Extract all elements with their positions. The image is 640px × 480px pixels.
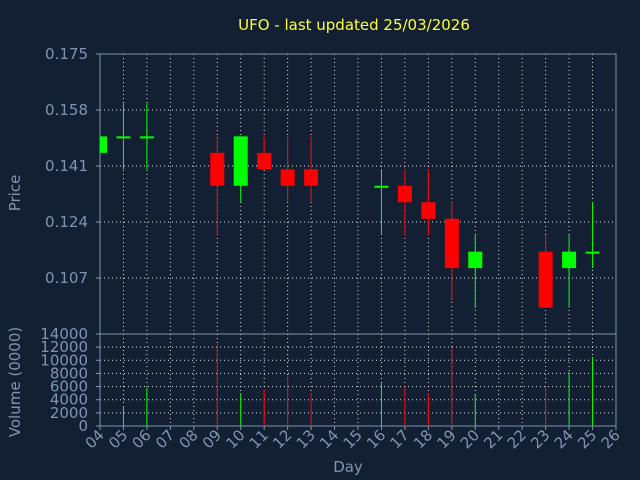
- x-tick-label: 26: [598, 426, 624, 452]
- candle-body: [562, 251, 577, 269]
- candle-body: [538, 251, 553, 308]
- x-tick-label: 18: [410, 426, 436, 452]
- candle-body: [233, 136, 248, 186]
- x-tick-labels: 0405060708091011121314151617181920212223…: [82, 426, 624, 452]
- x-tick-label: 20: [457, 426, 483, 452]
- x-tick-label: 21: [480, 426, 506, 452]
- x-axis-label: Day: [333, 458, 363, 476]
- x-tick-label: 25: [574, 426, 600, 452]
- x-tick-label: 05: [105, 426, 131, 452]
- x-tick-label: 24: [551, 426, 577, 452]
- candle-body: [421, 202, 436, 219]
- volume-tick-label: 12000: [40, 338, 88, 356]
- price-tick-labels: 0.175 0.158 0.141 0.124 0.107: [45, 45, 88, 287]
- volume-panel-frame: [96, 333, 617, 430]
- volume-tick-label: 4000: [50, 391, 88, 409]
- volume-tick-label: 14000: [40, 325, 88, 343]
- candle-body: [116, 136, 131, 139]
- volume-bars: [122, 343, 594, 426]
- price-tick-label: 0.158: [45, 101, 88, 119]
- candle-body: [100, 136, 107, 153]
- volume-tick-label: 6000: [50, 378, 88, 396]
- x-tick-label: 15: [340, 426, 366, 452]
- x-tick-label: 13: [293, 426, 319, 452]
- volume-tick-label: 10000: [40, 351, 88, 369]
- x-tick-label: 19: [433, 426, 459, 452]
- price-tick-label: 0.124: [45, 213, 88, 231]
- price-grid: [99, 53, 617, 334]
- volume-tick-label: 2000: [50, 404, 88, 422]
- x-tick-label: 10: [222, 426, 248, 452]
- x-tick-label: 17: [387, 426, 413, 452]
- x-tick-label: 07: [152, 426, 178, 452]
- volume-grid: [99, 333, 617, 427]
- candle-body: [397, 185, 412, 203]
- candle-body: [139, 136, 154, 139]
- price-axis-label: Price: [6, 175, 24, 212]
- x-tick-label: 22: [504, 426, 530, 452]
- candle-body: [257, 152, 272, 170]
- x-tick-label: 12: [269, 426, 295, 452]
- price-tick-label: 0.175: [45, 45, 88, 63]
- x-tick-label: 23: [527, 426, 553, 452]
- chart-title: UFO - last updated 25/03/2026: [238, 16, 470, 34]
- x-tick-label: 11: [246, 426, 272, 452]
- x-tick-label: 06: [129, 426, 155, 452]
- price-panel-frame: [96, 53, 617, 335]
- x-tick-label: 14: [316, 426, 342, 452]
- volume-panel-border: [99, 333, 617, 427]
- x-tick-label: 09: [199, 426, 225, 452]
- price-tick-label: 0.107: [45, 269, 88, 287]
- x-tick-label: 08: [175, 426, 201, 452]
- volume-tick-label: 8000: [50, 364, 88, 382]
- candle-body: [585, 251, 600, 254]
- candle-body: [374, 185, 389, 188]
- price-tick-label: 0.141: [45, 157, 88, 175]
- x-tick-label: 16: [363, 426, 389, 452]
- candle-body: [210, 152, 225, 186]
- candle-body: [468, 251, 483, 269]
- volume-tick-label: 0: [78, 417, 88, 435]
- candle-body: [304, 169, 319, 186]
- candles: [99, 103, 600, 308]
- candle-body: [444, 218, 459, 269]
- candle-body: [280, 169, 295, 186]
- volume-axis-label: Volume (0000): [6, 327, 24, 437]
